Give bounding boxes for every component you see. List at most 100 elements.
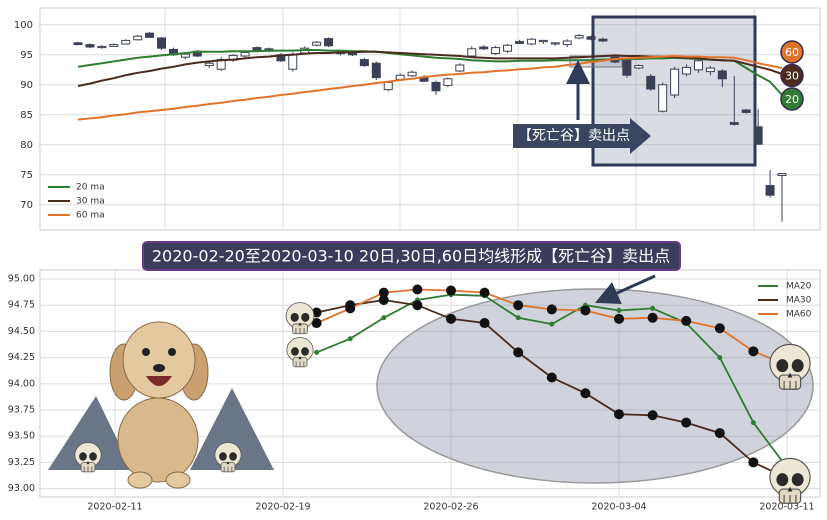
point [515,315,521,321]
point [580,388,591,399]
point [681,417,692,428]
point [412,284,423,295]
candle-body [586,36,596,40]
badge-label: 20 [785,93,799,106]
candle-body [145,32,155,38]
legend-label: MA30 [786,296,812,306]
point [546,304,557,315]
candle-body [383,81,393,91]
candle-body [753,126,763,145]
candle-body [562,40,572,46]
title-box [142,241,681,271]
badge [780,63,804,88]
candle-body [85,44,95,48]
x-tick-label: 2020-02-26 [423,502,478,513]
candle-body [514,41,524,44]
y-tick-label: 90 [20,80,33,91]
candle-body [180,53,190,58]
mountain [48,396,132,470]
candle-body [765,185,775,196]
dog [165,471,191,489]
plot-area [39,7,821,231]
y-tick-label: 100 [14,20,33,31]
point [717,355,723,361]
y-tick-label: 70 [20,200,33,211]
candle-body [670,68,680,96]
candle-body [407,71,417,77]
legend-label: 20 ma [76,183,105,193]
point [549,321,555,327]
annotation-text: 【死亡谷】卖出点 [518,128,630,144]
mountain [190,388,274,470]
point [614,313,624,324]
dog [127,471,153,489]
y-tick-label: 95.00 [8,274,35,285]
dog [146,376,172,386]
point [381,315,387,321]
point [479,318,490,329]
line-chart: 93.00 93.25 93.50 93.75 94.00 94.25 94.50 94.75… [8,241,821,513]
y-tick-label: 94.00 [8,378,35,389]
point [650,305,656,311]
dog [122,321,196,399]
annotation-arrow [595,274,656,305]
candle-body [359,59,369,67]
badge-label: 30 [785,70,799,83]
point [714,323,725,334]
ma-line [77,49,783,96]
point [748,346,759,357]
point [345,303,356,314]
x-tick-label: 2020-02-11 [87,502,142,513]
point [378,287,389,298]
x-tick-label: 2020-03-11 [759,502,814,513]
point [446,313,456,324]
point [614,409,624,420]
legend-label: 60 ma [76,211,105,221]
candle-body [288,53,298,70]
badge-label: 60 [785,46,799,59]
candle-body [431,81,441,92]
chart-title: 2020-02-20至2020-03-10 20日,30日,60日均线形成【死亡… [152,247,670,266]
candle-body [455,64,465,72]
candle-body [443,78,453,86]
y-tick-label: 75 [20,170,33,181]
candle-body [312,41,322,46]
point [546,372,557,383]
candle-body [97,45,107,49]
y-tick-label: 94.50 [8,326,35,337]
candle-body [371,62,381,79]
y-tick-label: 95 [20,50,33,61]
point [311,318,322,329]
candle-body [693,60,703,71]
y-tick-label: 93.50 [8,431,35,442]
candle-body [204,62,214,67]
point [513,347,524,358]
badge [780,87,804,111]
dog [142,348,150,356]
candle-body [717,70,727,80]
candle-body [479,46,489,50]
candle-body [622,59,632,76]
candle-body [741,109,751,113]
candle-body [503,44,513,52]
legend-label: 30 ma [76,197,105,207]
y-tick-label: 93.25 [8,457,35,468]
point [750,420,756,426]
candle-body [252,47,262,51]
candle-body [467,48,477,57]
y-tick-label: 85 [20,110,33,121]
annotation-box [513,118,651,154]
y-tick-label: 93.75 [8,405,35,416]
point [479,287,490,298]
badge [780,40,804,64]
candle-body [598,38,608,42]
legend-label: MA60 [786,310,812,320]
point [647,410,658,421]
candle-body [658,84,668,112]
x-tick-label: 2020-02-19 [255,502,310,513]
candle-body [121,39,131,45]
candle-body [109,44,119,47]
candle-body [324,38,334,47]
candle-body [574,35,584,39]
y-tick-label: 94.75 [8,300,35,311]
